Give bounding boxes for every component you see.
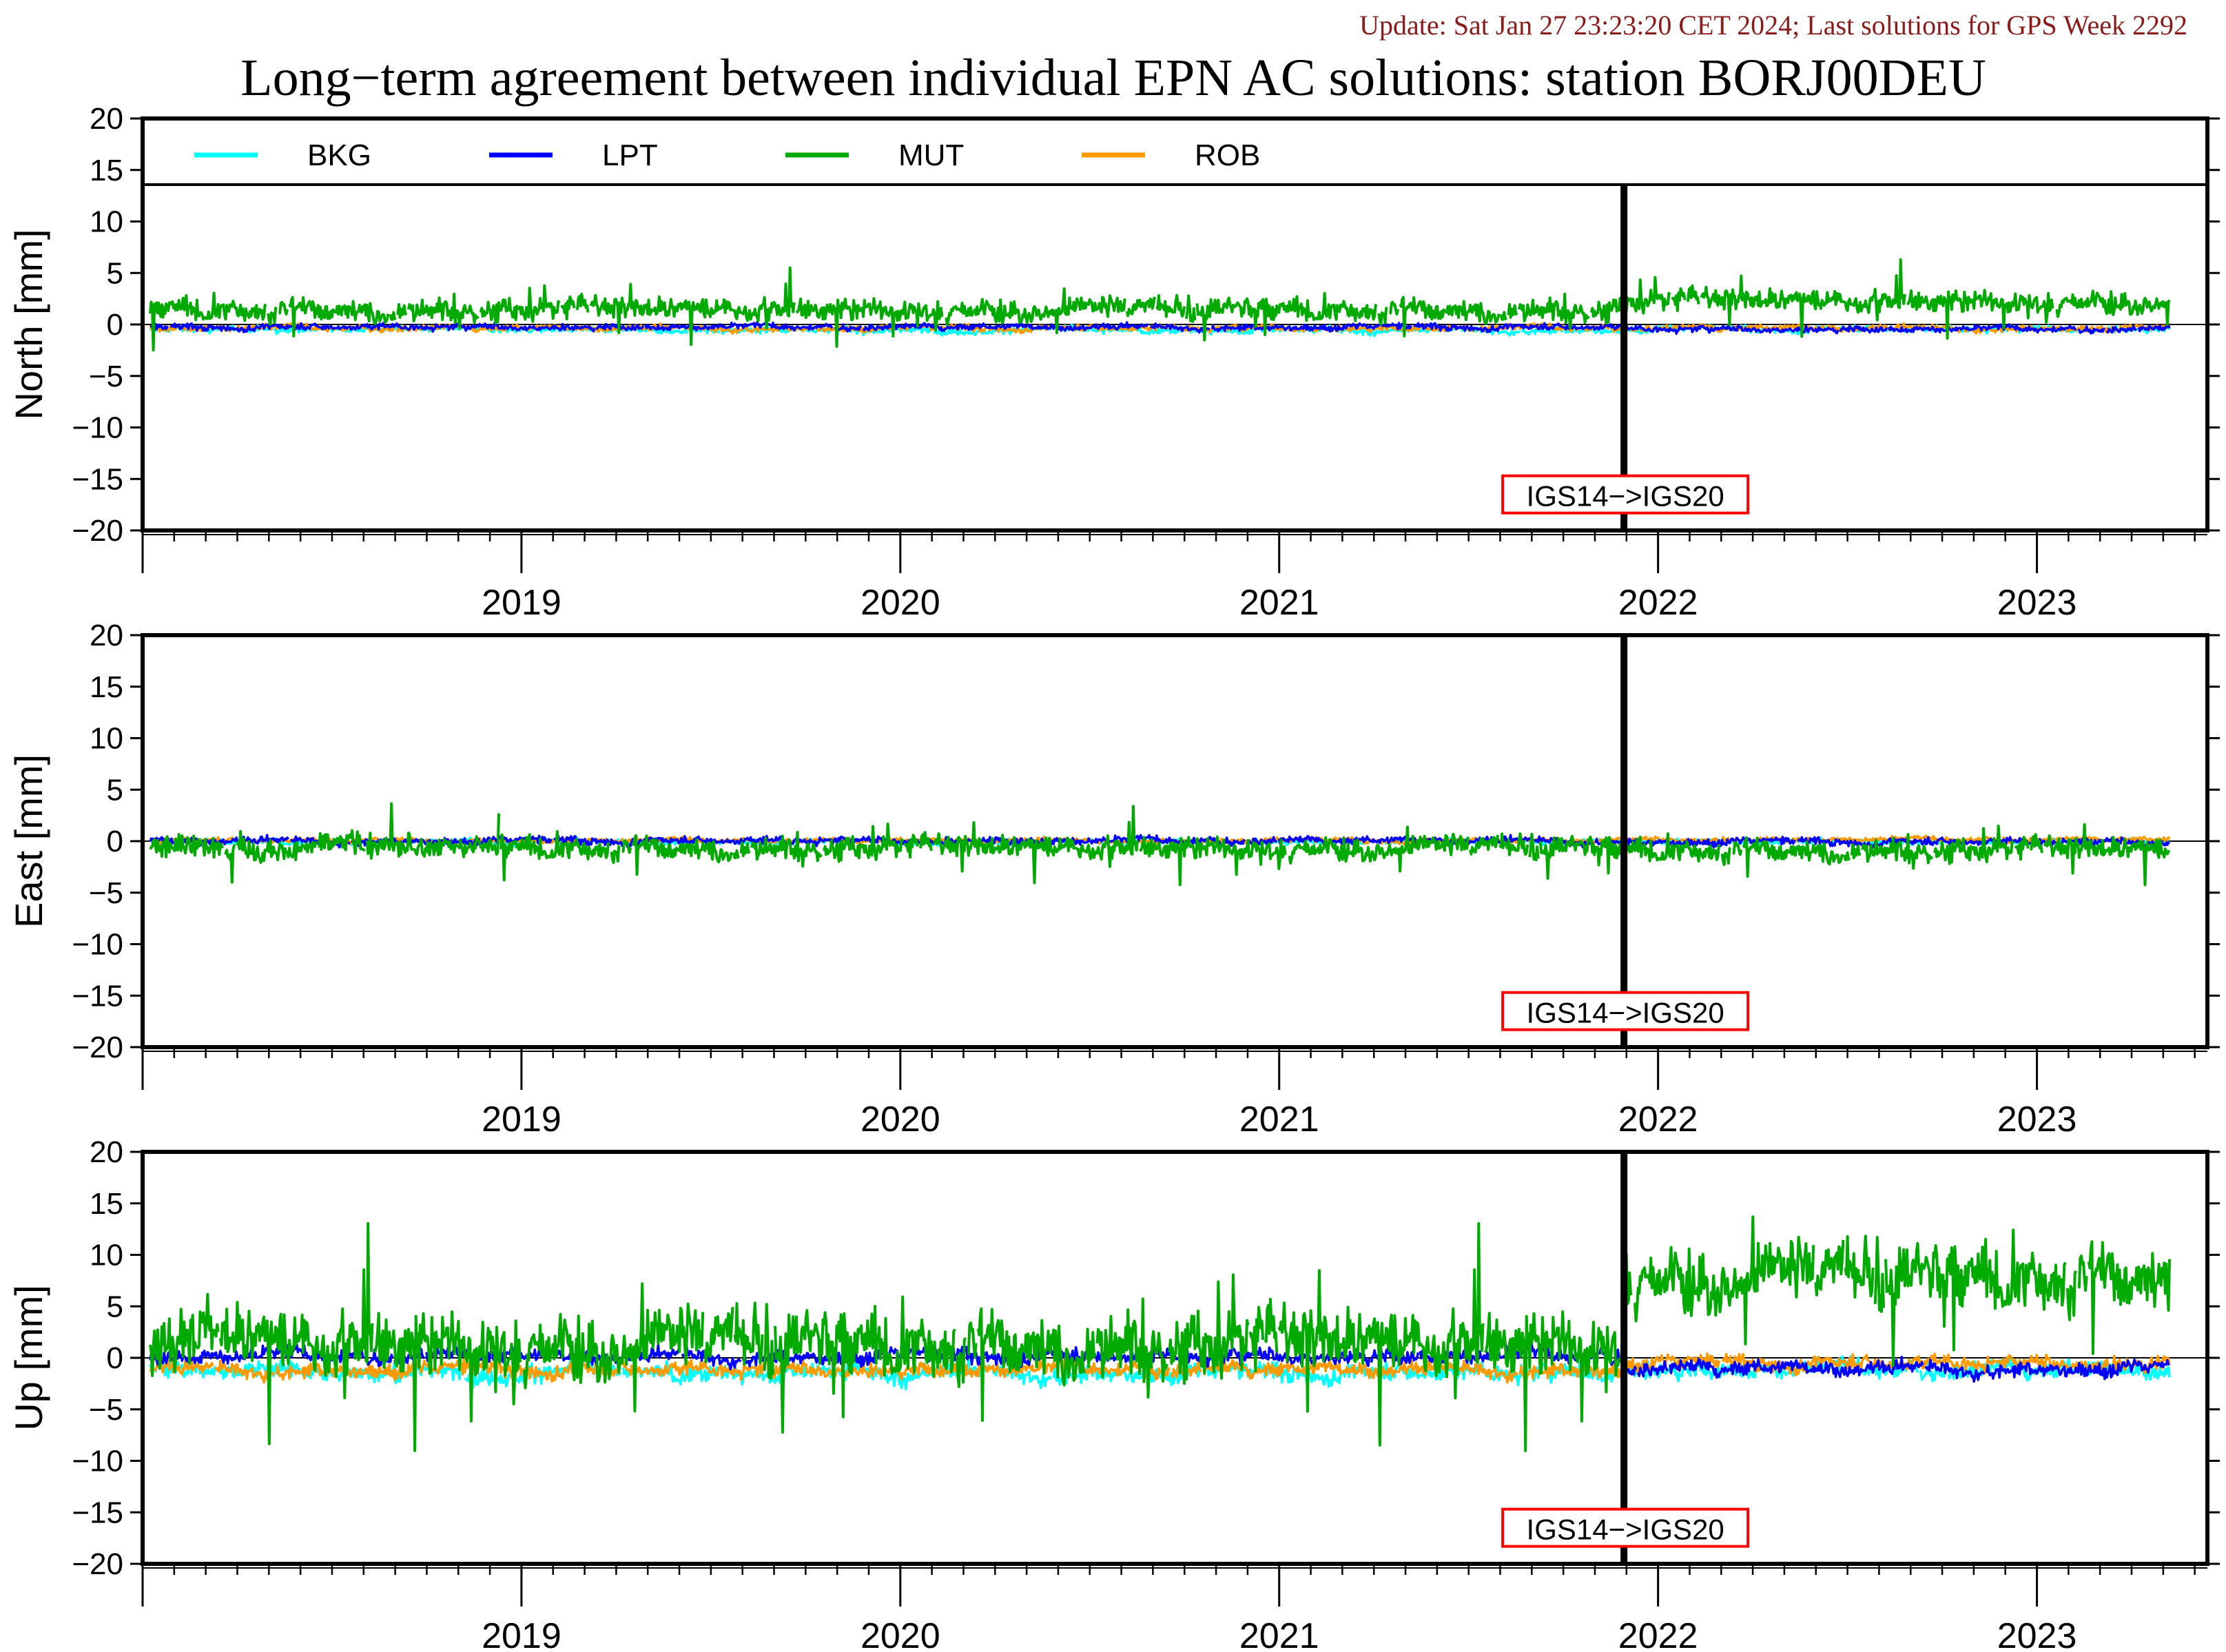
panel-north: IGS14−>IGS20 BKG LPT MUT ROB 20 15 10 5 0 −5 −10 −15… xyxy=(7,102,2220,623)
chart-title: Long−term agreement between individual E… xyxy=(240,49,1986,107)
y-axis-label: East [mm] xyxy=(7,754,50,928)
y-tick-label: −20 xyxy=(72,1031,123,1064)
legend-box xyxy=(143,118,2207,185)
x-year-label: 2022 xyxy=(1618,1616,1698,1652)
frame-change-label: IGS14−>IGS20 xyxy=(1527,997,1724,1029)
panel-east: IGS14−>IGS20 20 15 10 5 0 −5 −10 −15 −20 East [mm]… xyxy=(7,619,2220,1139)
panel-up: IGS14−>IGS20 20 15 10 5 0 −5 −10 −15 −20 Up [mm] 20… xyxy=(7,1135,2220,1652)
x-year-label: 2019 xyxy=(482,1616,561,1652)
y-tick-label: −5 xyxy=(89,360,123,393)
y-tick-label: 15 xyxy=(90,1187,123,1221)
series-mut-line xyxy=(149,258,2171,352)
x-year-label: 2022 xyxy=(1618,1099,1698,1139)
frame-change-label-box xyxy=(1501,991,1750,1031)
y-tick-label: 10 xyxy=(90,1239,123,1272)
x-year-label: 2021 xyxy=(1239,1616,1319,1652)
frame-change-label-box xyxy=(1501,474,1750,515)
y-tick-label: −20 xyxy=(72,514,123,548)
y-tick-label: −15 xyxy=(72,1496,123,1529)
y-tick-label: −10 xyxy=(72,928,123,962)
y-tick-label: 0 xyxy=(107,1341,123,1375)
y-tick-label: −10 xyxy=(72,411,123,445)
y-axis-label: Up [mm] xyxy=(7,1285,50,1431)
x-year-label: 2020 xyxy=(860,1616,940,1652)
y-tick-label: 15 xyxy=(90,154,123,187)
y-axis-label: North [mm] xyxy=(7,229,50,420)
y-tick-label: 0 xyxy=(107,825,123,858)
y-tick-label: 10 xyxy=(90,205,123,239)
y-tick-label: 5 xyxy=(107,1290,123,1323)
y-tick-label: 20 xyxy=(90,1135,123,1169)
series-mut-line xyxy=(149,1215,2171,1452)
y-tick-label: 20 xyxy=(90,619,123,652)
x-year-label: 2019 xyxy=(482,583,561,623)
x-year-label: 2019 xyxy=(482,1099,561,1139)
y-tick-label: 5 xyxy=(107,773,123,807)
series-lpt-line xyxy=(150,321,2171,335)
x-year-label: 2020 xyxy=(860,583,940,623)
series-mut-line xyxy=(149,802,2171,887)
frame-change-label: IGS14−>IGS20 xyxy=(1527,480,1724,513)
update-text: Update: Sat Jan 27 23:23:20 CET 2024; La… xyxy=(1359,10,2187,41)
y-tick-label: −5 xyxy=(89,876,123,910)
y-tick-label: 10 xyxy=(90,722,123,756)
x-year-label: 2023 xyxy=(1997,583,2077,623)
x-year-label: 2022 xyxy=(1618,583,1698,623)
frame-change-label-box xyxy=(1501,1507,1750,1548)
y-tick-label: 20 xyxy=(90,102,123,136)
legend-label-lpt: LPT xyxy=(602,138,658,172)
y-tick-label: 5 xyxy=(107,256,123,290)
y-tick-label: 15 xyxy=(90,670,123,704)
y-tick-label: −5 xyxy=(89,1393,123,1427)
legend-label-rob: ROB xyxy=(1195,138,1260,172)
legend-label-bkg: BKG xyxy=(307,138,371,172)
x-year-label: 2021 xyxy=(1239,1099,1319,1139)
y-tick-label: −15 xyxy=(72,462,123,496)
legend-label-mut: MUT xyxy=(898,138,964,172)
y-tick-label: −20 xyxy=(72,1547,123,1581)
y-tick-label: −10 xyxy=(72,1445,123,1478)
frame-change-label: IGS14−>IGS20 xyxy=(1527,1514,1724,1546)
x-year-label: 2023 xyxy=(1997,1616,2077,1652)
y-tick-label: 0 xyxy=(107,308,123,342)
x-year-label: 2023 xyxy=(1997,1099,2077,1139)
x-year-label: 2020 xyxy=(860,1099,940,1139)
y-tick-label: −15 xyxy=(72,979,123,1013)
x-year-label: 2021 xyxy=(1239,583,1319,623)
